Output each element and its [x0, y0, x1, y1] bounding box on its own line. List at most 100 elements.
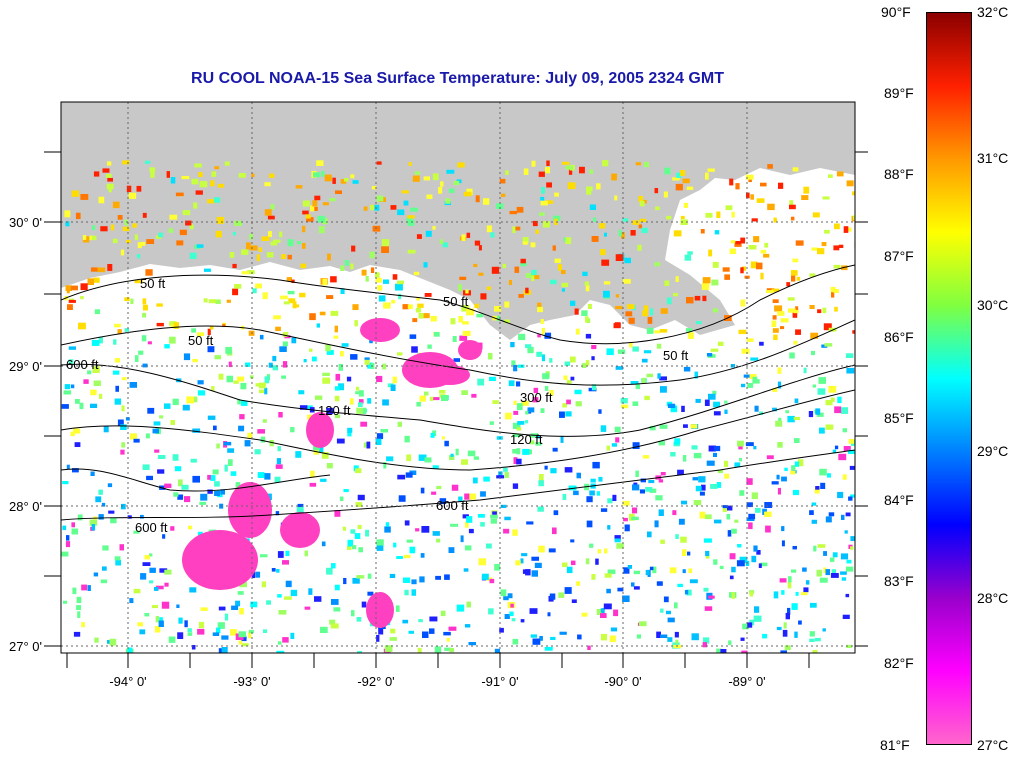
sst-pixel [704, 399, 710, 406]
sst-pixel [65, 541, 71, 548]
sst-pixel [592, 461, 600, 469]
sst-pixel [483, 198, 490, 205]
sst-pixel [411, 346, 418, 353]
sst-pixel [422, 631, 429, 638]
sst-pixel [463, 568, 469, 572]
sst-pixel [298, 390, 305, 395]
sst-pixel [494, 648, 500, 653]
sst-pixel [238, 640, 243, 645]
sst-pixel [393, 542, 397, 548]
sst-pixel [573, 490, 579, 496]
sst-pixel [802, 567, 807, 572]
sst-pixel [793, 310, 799, 314]
sst-pixel [217, 622, 225, 629]
sst-pixel [504, 301, 510, 308]
sst-pixel [142, 312, 147, 318]
sst-pixel [93, 277, 100, 283]
sst-pixel [787, 607, 791, 615]
sst-pixel [660, 634, 668, 638]
sst-pixel [385, 522, 390, 527]
sst-pixel [764, 502, 773, 508]
sst-pixel [418, 313, 424, 319]
sst-pixel [746, 502, 753, 508]
sst-pixel [366, 441, 371, 449]
sst-pixel [240, 382, 247, 390]
map-frame [60, 101, 856, 654]
sst-pixel [596, 183, 601, 190]
sst-pixel [66, 289, 70, 294]
sst-pixel [638, 224, 643, 229]
sst-pixel [654, 520, 659, 528]
sst-pixel [621, 404, 629, 409]
sst-pixel [304, 550, 308, 557]
sst-pixel [631, 582, 635, 587]
sst-pixel [824, 343, 833, 347]
sst-pixel [211, 386, 215, 392]
sst-pixel [417, 303, 424, 308]
sst-pixel [585, 284, 590, 292]
sst-pixel [61, 404, 69, 409]
sst-pixel [780, 650, 787, 653]
sst-pixel [705, 212, 713, 218]
sst-pixel [492, 511, 497, 515]
sst-pixel [306, 217, 314, 222]
sst-pixel [713, 411, 721, 416]
sst-pixel [650, 308, 654, 316]
sst-pixel [532, 397, 539, 403]
sst-pixel [176, 604, 180, 608]
sst-pixel [264, 182, 271, 187]
sst-pixel [803, 186, 810, 194]
sst-pixel [642, 199, 647, 204]
sst-pixel [355, 502, 363, 507]
sst-pixel [560, 435, 564, 443]
sst-pixel [564, 587, 572, 594]
sst-pixel [624, 257, 631, 264]
sst-pixel [367, 591, 374, 596]
sst-pixel [686, 589, 692, 596]
sst-pixel [639, 200, 645, 207]
sst-pixel [571, 599, 577, 603]
lat-label: 28° 0' [9, 499, 42, 514]
sst-pixel [395, 605, 400, 612]
sst-pixel [537, 306, 543, 313]
sst-pixel [196, 244, 204, 248]
sst-pixel [67, 304, 73, 310]
sst-pixel [666, 610, 671, 615]
sst-pixel [589, 169, 594, 174]
sst-pixel [214, 481, 220, 487]
sst-pixel [334, 325, 338, 333]
sst-pixel [389, 573, 396, 578]
sst-pixel [681, 405, 685, 412]
sst-pixel [609, 635, 616, 643]
sst-pixel [538, 480, 544, 487]
sst-pixel [172, 454, 179, 461]
sst-pixel [716, 482, 722, 488]
sst-pixel [464, 545, 472, 551]
sst-pixel [793, 416, 801, 420]
sst-pixel [675, 639, 679, 644]
sst-pixel [403, 554, 411, 559]
sst-pixel [598, 409, 602, 414]
sst-pixel [632, 507, 638, 514]
sst-pixel [703, 538, 712, 543]
sst-pixel [841, 514, 845, 520]
sst-pixel [144, 613, 150, 617]
sst-pixel [183, 353, 191, 361]
sst-pixel [340, 351, 344, 357]
sst-pixel [564, 467, 573, 473]
sst-pixel [767, 203, 775, 211]
sst-pixel [231, 605, 239, 610]
sst-pixel [746, 338, 754, 342]
sst-pixel [848, 439, 854, 444]
sst-pixel [100, 226, 108, 232]
sst-pixel [816, 569, 822, 577]
sst-pixel [449, 648, 455, 653]
sst-pixel [376, 375, 383, 383]
sst-pixel [563, 375, 568, 380]
sst-pixel [561, 282, 569, 288]
sst-pixel [654, 262, 661, 267]
sst-pixel [731, 592, 735, 599]
sst-pixel [740, 237, 746, 244]
sst-pixel [708, 445, 716, 452]
sst-pixel [764, 242, 769, 248]
